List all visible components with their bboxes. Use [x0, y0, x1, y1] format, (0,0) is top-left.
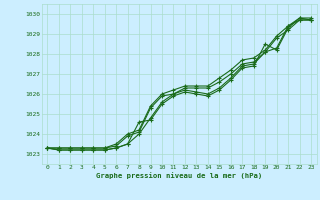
X-axis label: Graphe pression niveau de la mer (hPa): Graphe pression niveau de la mer (hPa) — [96, 172, 262, 179]
